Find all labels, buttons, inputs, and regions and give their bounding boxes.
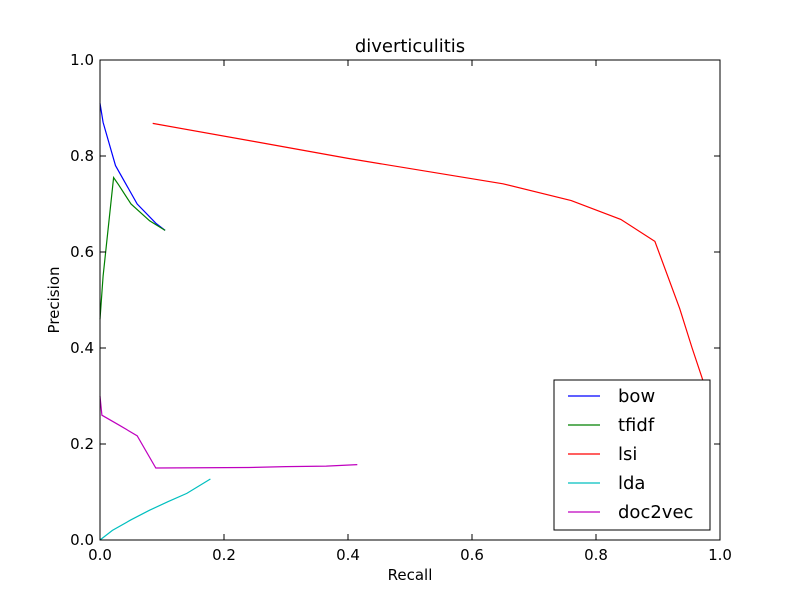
legend-box [553, 379, 711, 531]
x-tick-label: 0.6 [460, 546, 484, 564]
legend: bow tfidf lsi lda doc2vec [553, 379, 711, 531]
chart-title: diverticulitis [355, 36, 465, 57]
series-layer [99, 103, 704, 541]
x-tick-label: 0.2 [212, 546, 236, 564]
ticks-layer: 0.0 0.2 0.4 0.6 0.8 1.0 0.0 0.2 0.4 0.6 0.8 1.0 [70, 51, 732, 564]
legend-label-lsi: lsi [618, 444, 637, 465]
y-tick-label: 0.2 [70, 435, 94, 453]
series-line-bow [99, 103, 166, 231]
series-line-doc2vec [99, 395, 358, 469]
legend-label-lda: lda [618, 473, 645, 494]
x-tick-label: 1.0 [708, 546, 732, 564]
y-tick-label: 0.0 [70, 531, 94, 549]
legend-label-tfidf: tfidf [618, 415, 655, 436]
y-tick-label: 1.0 [70, 51, 94, 69]
x-tick-label: 0.8 [584, 546, 608, 564]
series-line-lda [99, 478, 211, 541]
y-tick-label: 0.4 [70, 339, 94, 357]
legend-label-doc2vec: doc2vec [618, 502, 693, 523]
series-line-tfidf [99, 175, 166, 320]
x-tick-label: 0.4 [336, 546, 360, 564]
legend-label-bow: bow [618, 386, 655, 407]
y-tick-label: 0.6 [70, 243, 94, 261]
y-axis-label: Precision [45, 267, 63, 334]
y-tick-label: 0.8 [70, 147, 94, 165]
x-axis-label: Recall [388, 566, 433, 584]
x-tick-label: 0.0 [88, 546, 112, 564]
plot-frame [99, 59, 721, 541]
series-line-lsi [152, 122, 704, 382]
